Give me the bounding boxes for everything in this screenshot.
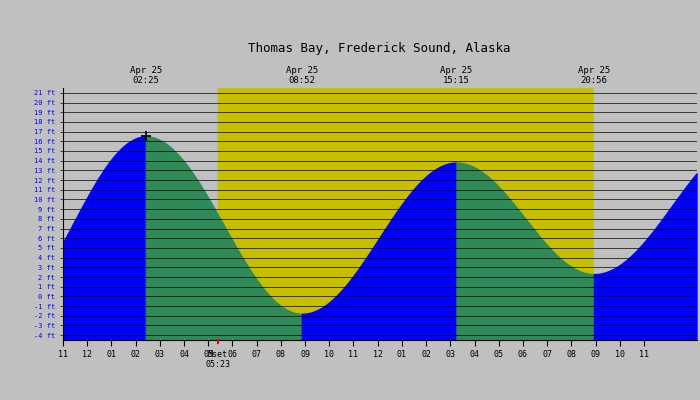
Text: Mset
05:23: Mset 05:23 (205, 350, 230, 369)
Text: Thomas Bay, Frederick Sound, Alaska: Thomas Bay, Frederick Sound, Alaska (248, 42, 511, 55)
Text: Apr 25
15:15: Apr 25 15:15 (440, 66, 473, 85)
Bar (63, 88, 218, 340)
Text: Apr 25
02:25: Apr 25 02:25 (130, 66, 162, 85)
Bar (594, 88, 696, 340)
Text: Apr 25
20:56: Apr 25 20:56 (578, 66, 610, 85)
Bar (218, 88, 594, 340)
Text: Apr 25
08:52: Apr 25 08:52 (286, 66, 318, 85)
